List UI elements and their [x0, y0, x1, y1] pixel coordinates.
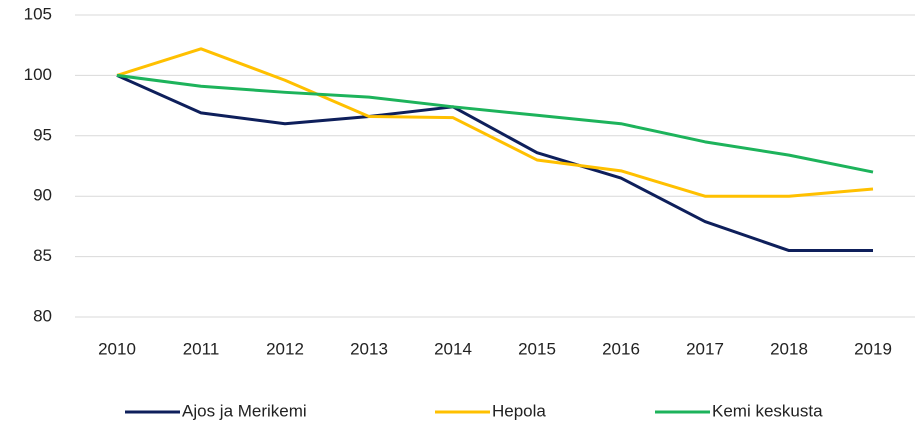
y-tick-label: 100 — [24, 65, 52, 84]
x-tick-label: 2019 — [854, 339, 892, 358]
series-line — [116, 74, 873, 253]
x-tick-label: 2010 — [98, 339, 136, 358]
x-tick-label: 2013 — [350, 339, 388, 358]
legend-label: Kemi keskusta — [712, 401, 823, 420]
legend-label: Ajos ja Merikemi — [182, 401, 307, 420]
x-tick-label: 2017 — [686, 339, 724, 358]
y-tick-label: 95 — [33, 125, 52, 144]
x-tick-label: 2016 — [602, 339, 640, 358]
x-tick-label: 2018 — [770, 339, 808, 358]
x-tick-label: 2012 — [266, 339, 304, 358]
x-tick-label: 2014 — [434, 339, 472, 358]
series-line — [116, 47, 874, 198]
y-tick-label: 80 — [33, 306, 52, 325]
series-line — [116, 73, 874, 174]
legend-label: Hepola — [492, 401, 546, 420]
x-tick-label: 2011 — [183, 339, 220, 358]
y-tick-label: 85 — [33, 246, 52, 265]
y-tick-label: 90 — [33, 186, 52, 205]
x-tick-label: 2015 — [518, 339, 556, 358]
y-tick-label: 105 — [24, 4, 52, 23]
